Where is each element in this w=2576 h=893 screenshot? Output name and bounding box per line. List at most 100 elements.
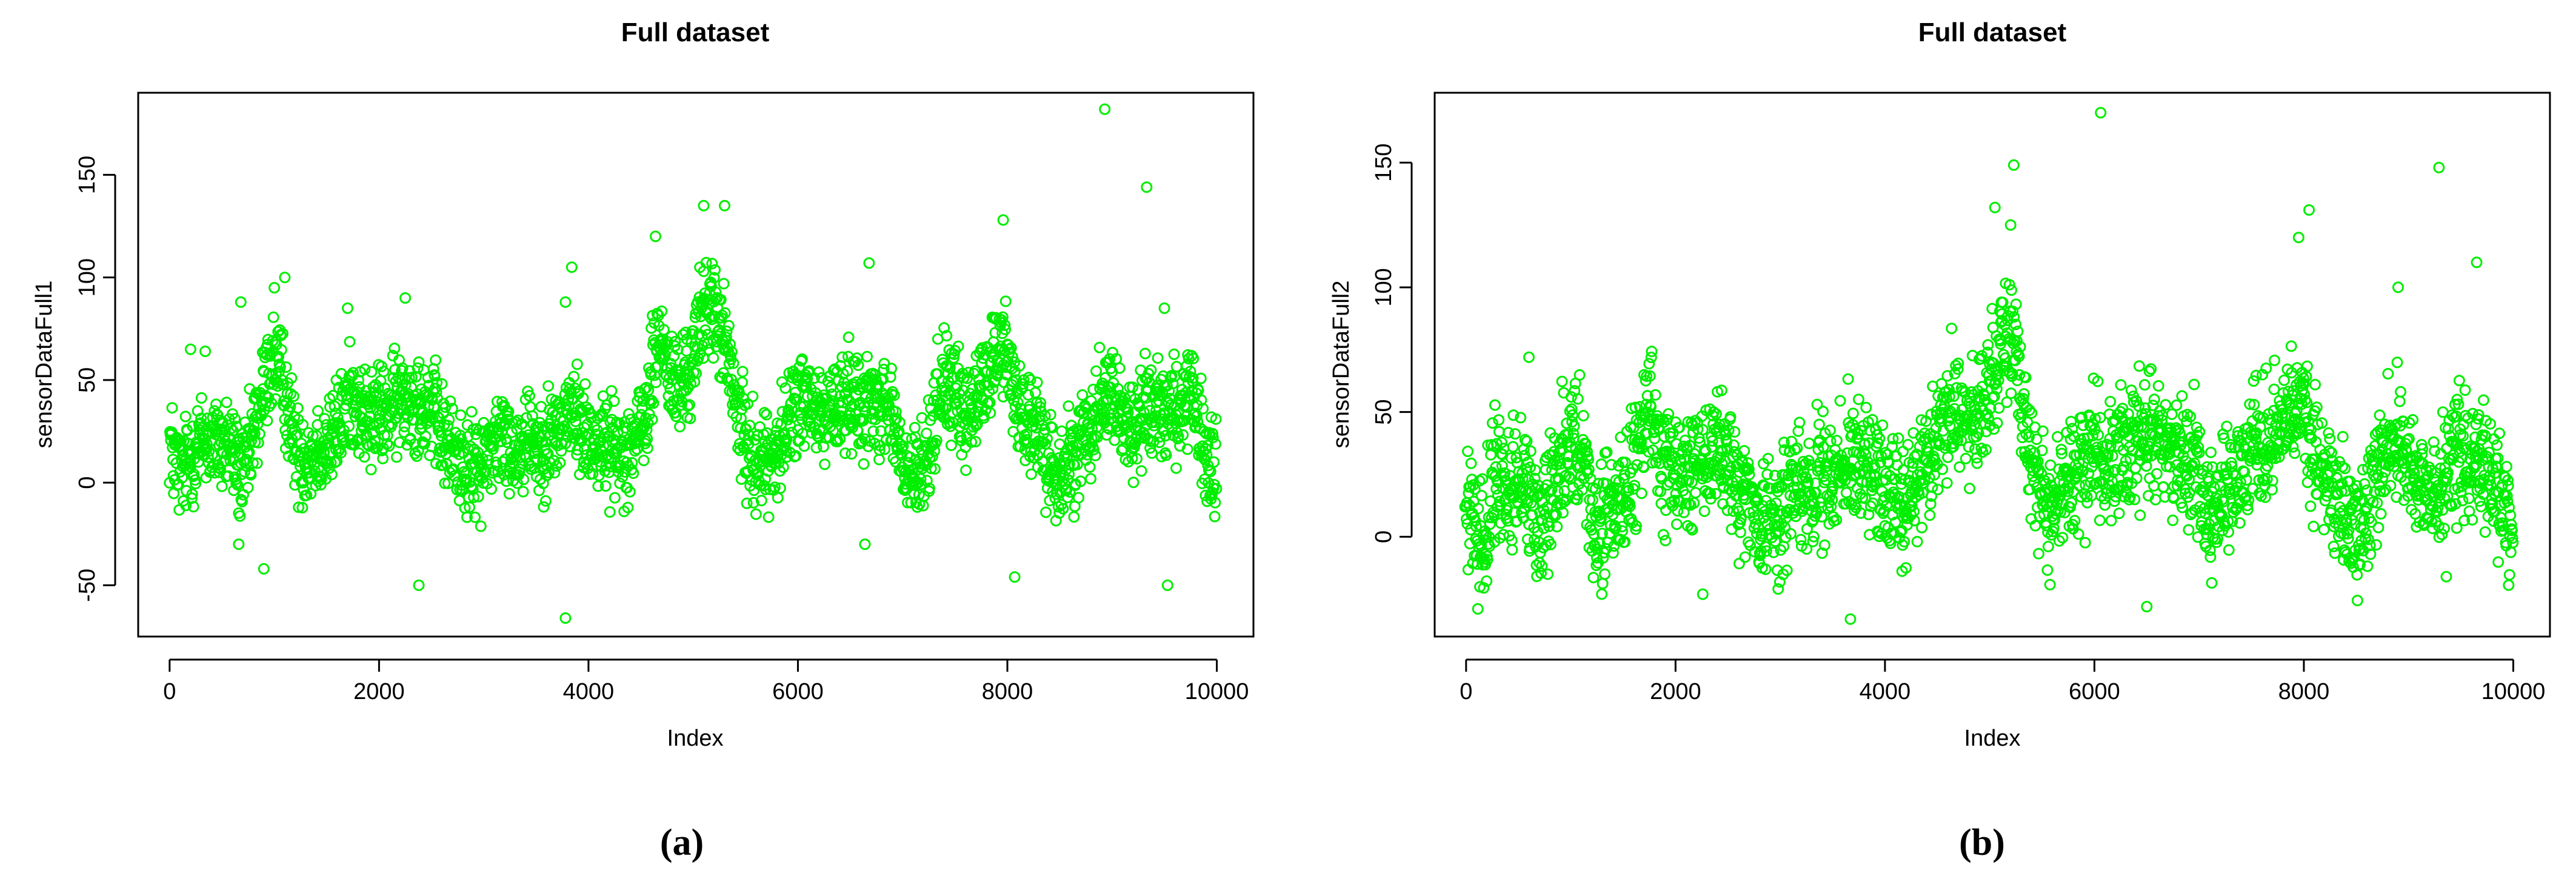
data-point xyxy=(1076,389,1089,401)
data-point xyxy=(1706,435,1718,447)
y-tick-label: 50 xyxy=(75,367,100,393)
data-point xyxy=(1686,524,1698,536)
data-point xyxy=(1063,400,1075,412)
data-point xyxy=(2003,279,2015,291)
outlier-point xyxy=(1141,181,1153,193)
data-point xyxy=(2384,480,2397,492)
data-point xyxy=(1982,339,1994,351)
data-point xyxy=(1739,551,1751,563)
data-point xyxy=(2113,507,2125,520)
data-point xyxy=(1768,503,1780,515)
data-point xyxy=(2057,532,2069,544)
data-point xyxy=(2442,423,2454,435)
data-point xyxy=(1546,484,1558,496)
data-point xyxy=(468,491,480,503)
data-point xyxy=(786,426,798,438)
data-point xyxy=(1683,498,1695,510)
data-point xyxy=(721,325,733,337)
data-point xyxy=(863,440,875,452)
data-point xyxy=(2279,410,2291,422)
data-point xyxy=(718,278,730,290)
data-point xyxy=(1729,426,1741,438)
data-point xyxy=(1769,535,1781,547)
data-point xyxy=(1733,558,1745,570)
data-point xyxy=(2217,495,2229,507)
data-point xyxy=(2451,522,2463,534)
data-point xyxy=(419,438,431,450)
data-point xyxy=(1490,461,1502,473)
data-point xyxy=(1929,461,1941,472)
data-point xyxy=(1690,487,1701,499)
data-point xyxy=(1519,433,1531,446)
data-point xyxy=(2193,447,2205,459)
data-point xyxy=(1000,361,1012,373)
data-point xyxy=(433,420,445,432)
data-point xyxy=(1933,439,1945,451)
data-point xyxy=(292,402,304,414)
data-point xyxy=(324,393,336,404)
y-tick-label: 100 xyxy=(75,258,100,296)
data-point xyxy=(1524,542,1536,554)
data-point xyxy=(1684,440,1696,452)
data-point xyxy=(1763,529,1775,541)
data-point xyxy=(1068,511,1080,523)
data-point xyxy=(1187,352,1200,364)
data-point xyxy=(1024,374,1036,386)
chart-panel-b: Full dataset 0 2000 4000 6000 8000 10000 0501… xyxy=(1329,18,2551,863)
data-point xyxy=(1906,495,1918,507)
data-point xyxy=(1631,459,1643,471)
data-point xyxy=(769,481,781,493)
data-point xyxy=(2452,439,2464,451)
data-point xyxy=(1795,533,1807,546)
data-point xyxy=(2087,418,2099,430)
outlier-point xyxy=(1099,103,1111,115)
data-point xyxy=(2204,544,2216,557)
data-point xyxy=(2278,374,2290,386)
data-point xyxy=(1548,446,1560,458)
data-point xyxy=(2079,537,2091,549)
data-point xyxy=(2438,523,2450,535)
data-point xyxy=(708,272,720,284)
data-point xyxy=(242,481,254,493)
data-point xyxy=(2134,509,2146,521)
chart-title: Full dataset xyxy=(621,18,770,47)
data-point xyxy=(1197,403,1209,415)
data-point xyxy=(1207,427,1219,440)
data-point xyxy=(1976,350,1988,362)
data-point xyxy=(1610,522,1621,534)
data-point xyxy=(1992,374,2004,386)
data-point xyxy=(1629,401,1641,413)
data-point xyxy=(2038,509,2050,521)
data-point xyxy=(2206,577,2218,589)
data-point xyxy=(412,362,424,374)
outlier-point xyxy=(859,538,871,550)
data-point xyxy=(1943,390,1955,403)
data-point xyxy=(945,440,957,451)
data-point xyxy=(1964,483,1975,495)
data-point xyxy=(789,386,801,398)
data-point xyxy=(846,448,858,460)
data-point xyxy=(839,447,851,460)
data-point xyxy=(429,370,441,382)
data-point xyxy=(970,436,981,447)
data-point xyxy=(1946,323,1958,335)
data-point xyxy=(1657,529,1669,541)
data-point xyxy=(524,401,536,413)
data-point xyxy=(779,382,792,394)
data-point xyxy=(1724,411,1737,423)
data-point xyxy=(469,511,481,523)
data-point xyxy=(755,495,767,507)
data-point xyxy=(689,312,701,323)
data-point xyxy=(1810,487,1822,499)
data-point xyxy=(1997,296,2009,309)
data-point xyxy=(353,374,364,386)
data-point xyxy=(1993,402,2005,414)
data-point xyxy=(269,336,281,349)
data-point xyxy=(503,488,515,500)
outlier-point xyxy=(399,292,412,304)
data-point xyxy=(658,324,670,336)
data-point xyxy=(2355,512,2367,524)
data-point xyxy=(921,427,933,440)
data-point xyxy=(1610,503,1623,515)
data-point xyxy=(679,326,692,338)
